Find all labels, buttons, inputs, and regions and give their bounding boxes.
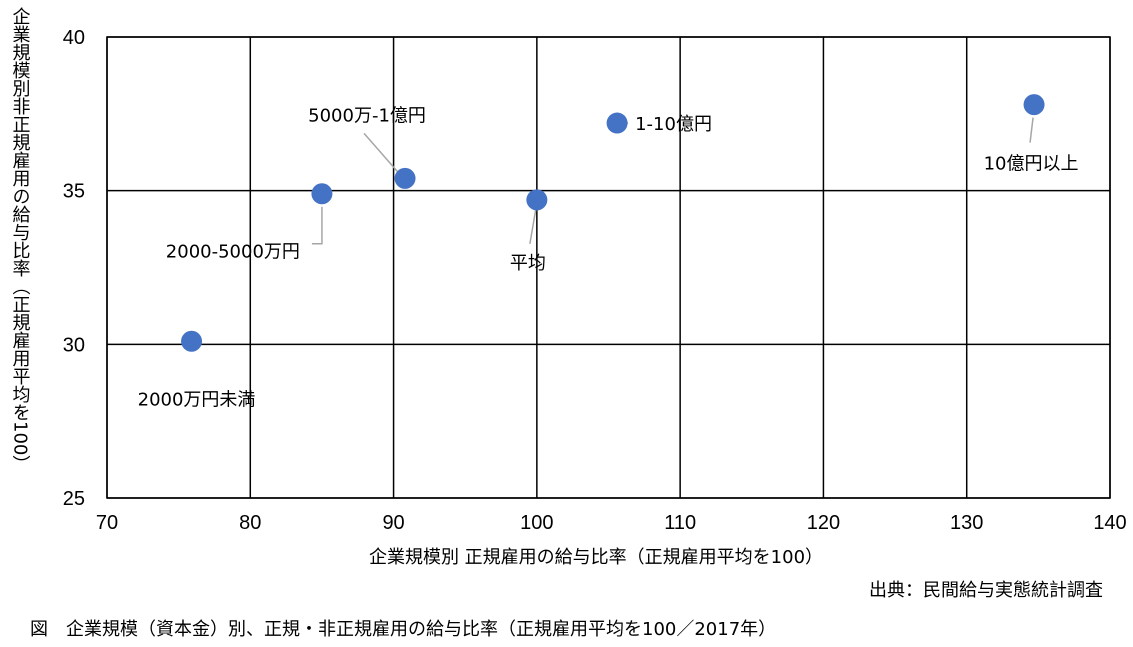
data-point bbox=[394, 167, 416, 189]
leader-line bbox=[1029, 117, 1034, 143]
y-tick-label: 35 bbox=[63, 181, 85, 203]
y-tick-label: 25 bbox=[63, 488, 85, 510]
data-point bbox=[526, 189, 548, 211]
y-tick-label: 30 bbox=[63, 334, 85, 356]
leader-line bbox=[311, 206, 323, 245]
leader-line bbox=[363, 132, 400, 174]
point-label: 2000-5000万円 bbox=[166, 242, 300, 263]
point-label: 平均 bbox=[510, 253, 546, 274]
data-point bbox=[311, 183, 333, 205]
leader-lines bbox=[311, 117, 1034, 245]
x-tick-label: 90 bbox=[382, 512, 404, 534]
point-label: 5000万-1億円 bbox=[308, 105, 426, 126]
x-tick-label: 140 bbox=[1093, 512, 1126, 534]
x-tick-label: 100 bbox=[520, 512, 553, 534]
x-tick-label: 130 bbox=[950, 512, 983, 534]
point-label: 1-10億円 bbox=[635, 114, 712, 135]
grid-lines bbox=[106, 36, 1111, 499]
x-tick-label: 110 bbox=[664, 512, 696, 534]
leader-line bbox=[529, 208, 537, 245]
x-tick-label: 120 bbox=[807, 512, 840, 534]
x-axis-title: 企業規模別 正規雇用の給与比率（正規雇用平均を100） bbox=[369, 547, 823, 568]
point-label: 2000万円未満 bbox=[138, 389, 256, 410]
x-tick-label: 80 bbox=[239, 512, 261, 534]
data-point bbox=[181, 330, 203, 352]
data-point bbox=[606, 112, 628, 134]
point-label: 10億円以上 bbox=[984, 154, 1079, 175]
plot-frame bbox=[106, 36, 1111, 499]
data-points bbox=[181, 94, 1045, 352]
y-axis-title: 企業規模別非正規雇用の給与比率（正規雇用平均を100） bbox=[10, 7, 31, 474]
source-note: 出典：民間給与実態統計調査 bbox=[869, 580, 1103, 601]
x-tick-label: 70 bbox=[96, 512, 118, 534]
y-tick-label: 40 bbox=[63, 27, 85, 49]
figure-caption: 図 企業規模（資本金）別、正規・非正規雇用の給与比率（正規雇用平均を100／20… bbox=[30, 619, 776, 640]
data-point bbox=[1023, 94, 1045, 116]
y-tick-labels: 25 30 35 40 bbox=[63, 27, 85, 510]
x-tick-labels: 70 80 90 100 110 120 130 140 bbox=[96, 512, 1127, 534]
